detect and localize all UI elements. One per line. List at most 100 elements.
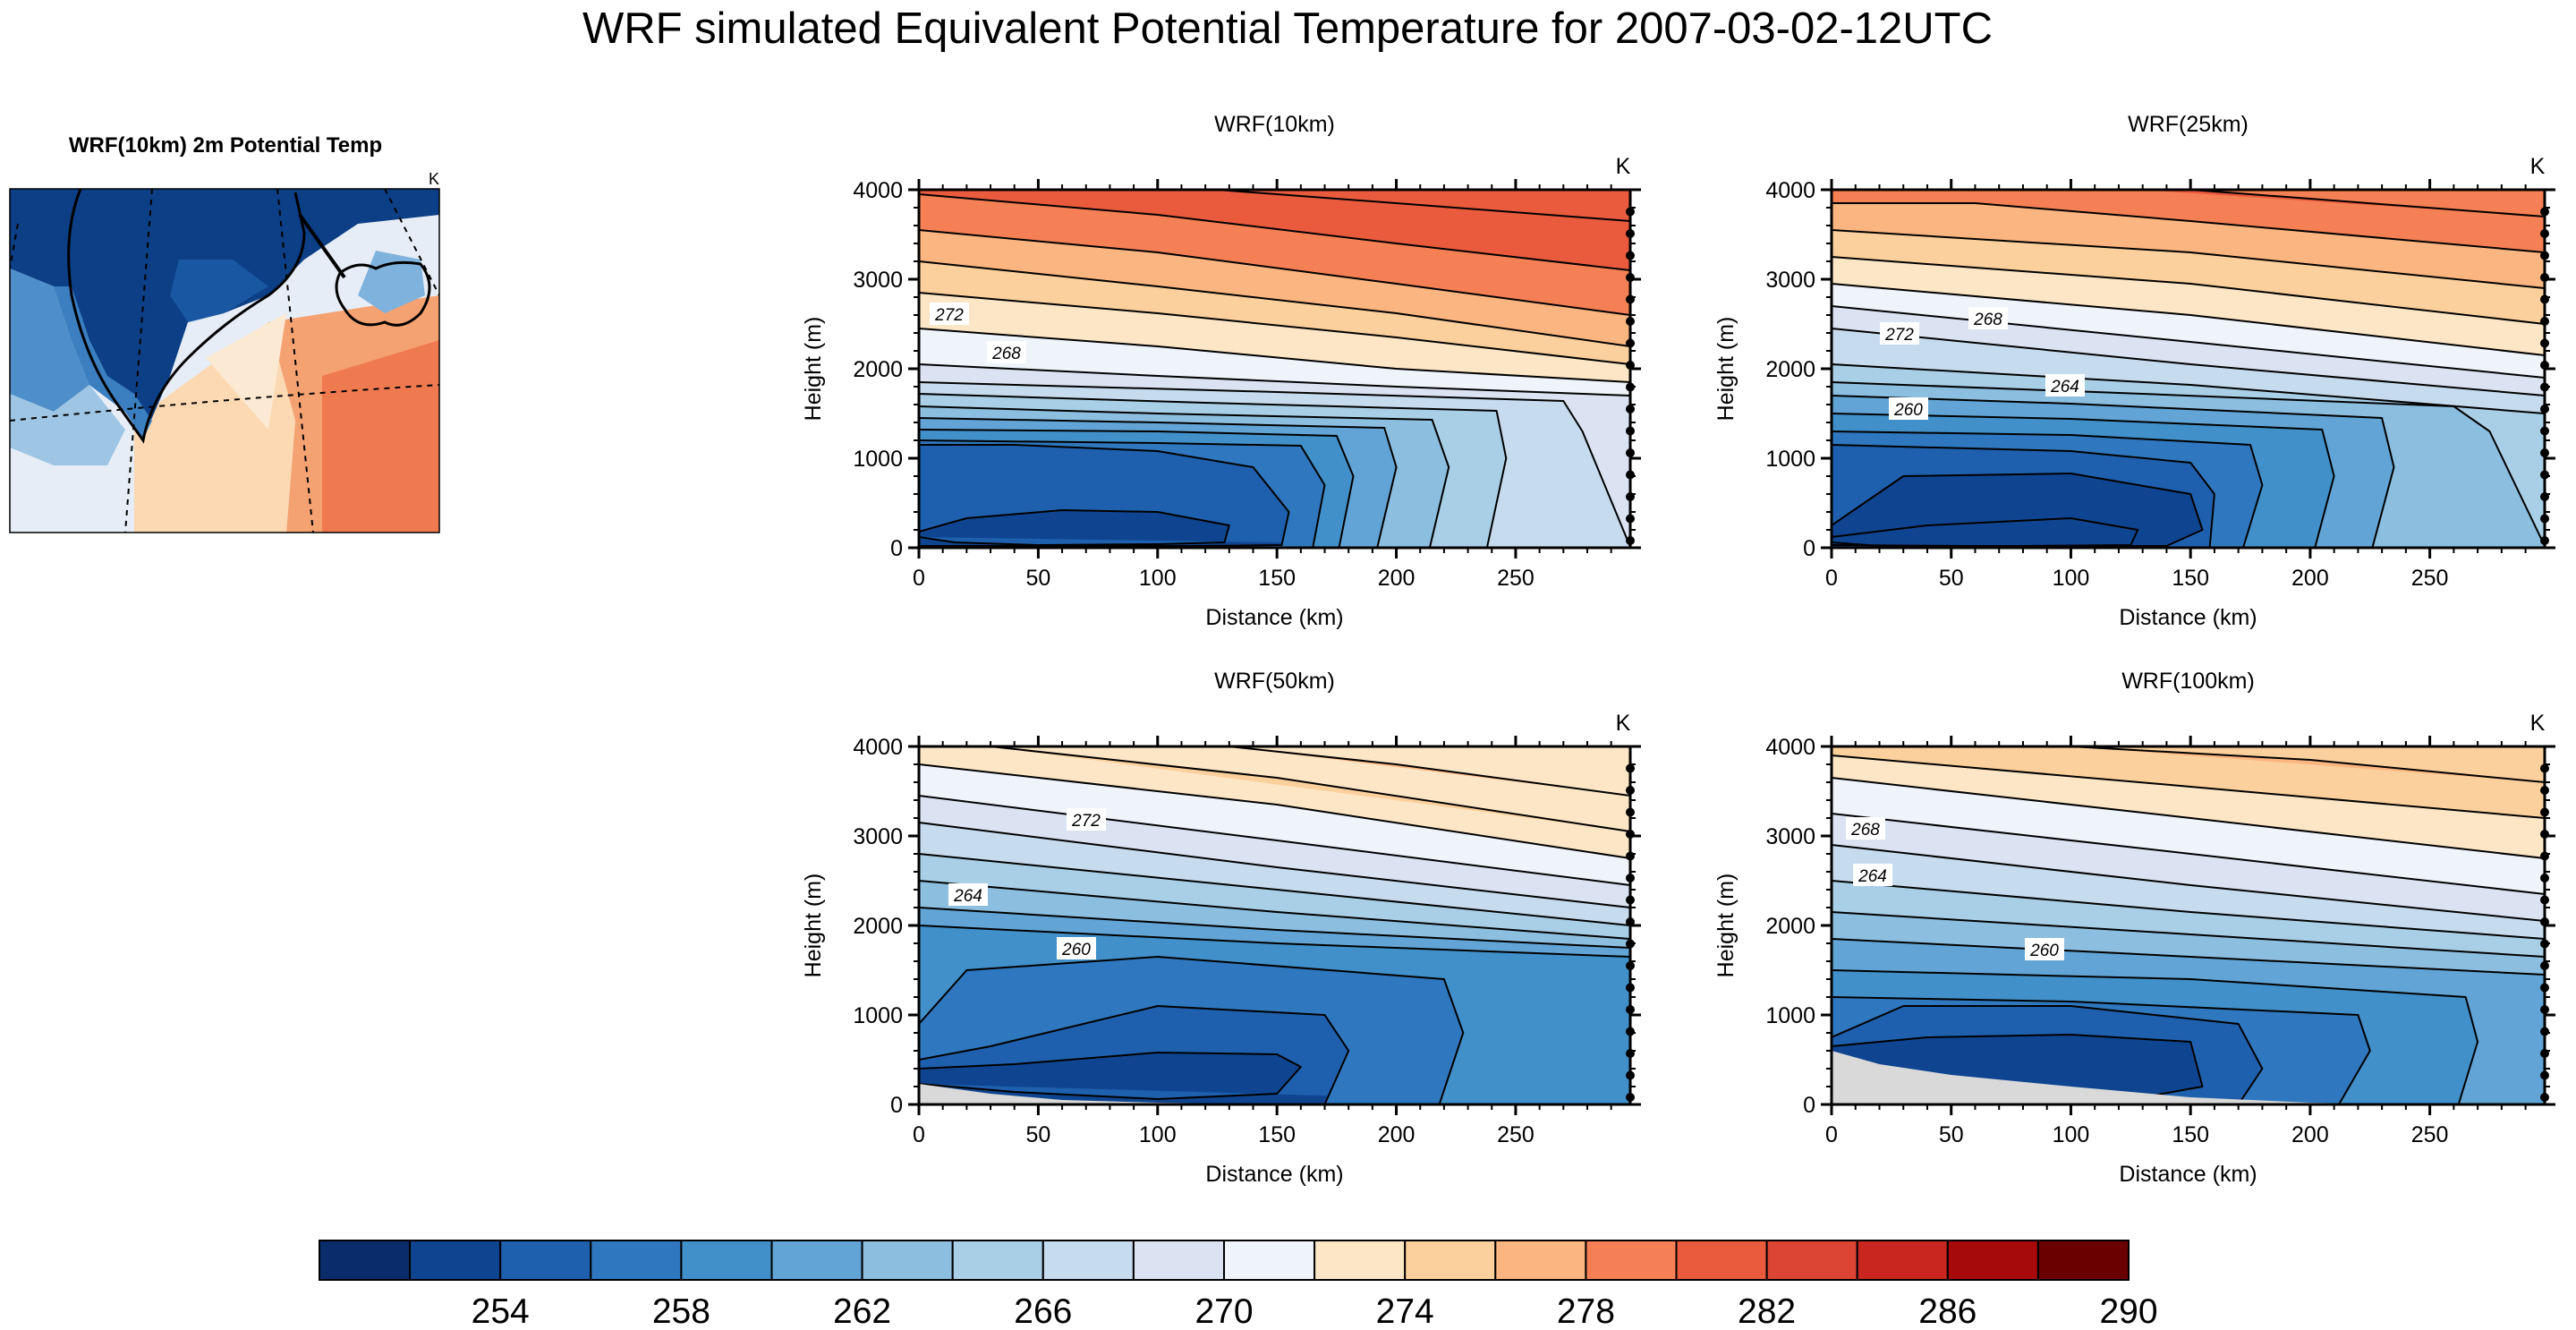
contour-line-276: [2070, 746, 2545, 783]
level-marker: [2540, 763, 2549, 773]
colorbar-box: [499, 1240, 592, 1281]
panel-1: 272 268 0 50 100 150 200 250 0 1000 2000 3000 4000 WR…: [801, 112, 1641, 630]
contour-line-276: [919, 260, 1630, 347]
level-marker: [2540, 317, 2549, 326]
level-marker: [1626, 1005, 1635, 1014]
colorbar-label: 274: [1376, 1292, 1434, 1330]
colorbar-label: 254: [472, 1292, 530, 1330]
colorbar-box: [1675, 1240, 1768, 1281]
y-tick-label: 1000: [1765, 1003, 1815, 1028]
level-marker: [1626, 448, 1635, 457]
level-marker: [2540, 514, 2549, 524]
level-marker: [1626, 1027, 1635, 1036]
map-unit: K: [429, 170, 439, 188]
contour-line-274: [919, 292, 1630, 365]
level-marker: [2540, 207, 2549, 217]
colorbar-box: [680, 1240, 773, 1281]
map-image: [10, 189, 439, 533]
terrain: [919, 1084, 1630, 1104]
level-marker: [1626, 763, 1635, 773]
contour-line-268: [1832, 844, 2545, 922]
level-marker: [1626, 536, 1635, 545]
contour-line-258: [1832, 996, 2371, 1104]
contour-line-270: [919, 363, 1630, 396]
contour-label: 272: [930, 303, 969, 325]
colorbar-label: 286: [1918, 1292, 1977, 1330]
contour-line-254: [919, 1052, 1302, 1100]
contour-line-274: [1832, 755, 2545, 819]
level-marker: [2540, 895, 2549, 905]
level-marker: [1626, 961, 1635, 970]
svg-text:260: 260: [2029, 942, 2059, 960]
contour-line-272: [1832, 283, 2545, 356]
x-tick-label: 250: [2411, 566, 2449, 591]
y-tick-label: 4000: [1765, 735, 1815, 760]
level-marker: [2540, 405, 2549, 413]
map-title: WRF(10km) 2m Potential Temp: [69, 133, 382, 158]
level-marker: [1626, 338, 1635, 348]
x-tick-label: 250: [1497, 566, 1535, 591]
x-tick-label: 200: [2291, 566, 2329, 591]
contour-label: 264: [2045, 374, 2085, 396]
level-marker: [2540, 961, 2549, 970]
contour-fill-270: [919, 746, 1630, 1104]
contour-line-268: [1832, 328, 2545, 396]
contour-line-268: [919, 822, 1630, 908]
y-axis-label: Height (m): [1713, 317, 1739, 422]
x-tick-label: 100: [1139, 1122, 1177, 1147]
contour-line-258: [919, 439, 1326, 548]
colorbar: 254 258 262 266 270 274 278 282 286 290: [319, 1240, 2158, 1330]
unit-label: K: [1616, 711, 1631, 736]
unit-label: K: [2530, 711, 2546, 736]
level-marker: [1626, 1093, 1635, 1102]
contour-label: 268: [987, 341, 1026, 363]
unit-label: K: [2530, 154, 2546, 179]
contour-fill-278: [1832, 190, 2545, 548]
x-tick-label: 50: [1939, 1122, 1964, 1147]
svg-text:260: 260: [1893, 401, 1923, 420]
level-marker: [2540, 1070, 2549, 1080]
unit-label: K: [1616, 154, 1631, 179]
y-tick-label: 2000: [1765, 914, 1815, 939]
contour-line-254: [919, 509, 1230, 546]
colorbar-box: [1856, 1240, 1949, 1281]
colorbar-label: 278: [1557, 1292, 1615, 1330]
contour-label: 260: [1889, 397, 1928, 420]
y-tick-label: 2000: [1765, 357, 1815, 382]
panel-4: 268 264 260 0 50 100 150 200 250 0 1000 2000 3000 400…: [1713, 669, 2555, 1187]
y-axis-label: Height (m): [1713, 874, 1739, 978]
colorbar-box: [1223, 1240, 1316, 1281]
contour-line-276: [1228, 746, 1630, 797]
x-tick-label: 0: [1825, 1122, 1838, 1147]
contour-line-280: [2166, 190, 2545, 217]
plot-area: 272 264 260: [919, 746, 1630, 1104]
svg-text:264: 264: [1858, 867, 1887, 886]
level-marker: [1626, 895, 1635, 905]
level-marker: [1626, 470, 1635, 480]
svg-text:264: 264: [953, 887, 982, 906]
level-marker: [2540, 1027, 2549, 1036]
colorbar-box: [2036, 1240, 2130, 1281]
svg-text:260: 260: [1061, 941, 1091, 959]
level-marker: [2540, 874, 2549, 882]
contour-line-256: [919, 1005, 1350, 1104]
contour-label: 272: [1067, 808, 1106, 831]
colorbar-label: 270: [1194, 1292, 1253, 1330]
panel-title: WRF(100km): [2121, 669, 2255, 694]
level-marker: [1626, 251, 1635, 260]
x-axis-label: Distance (km): [1205, 1162, 1343, 1187]
colorbar-label: 262: [833, 1292, 891, 1330]
contour-line-268: [919, 381, 1630, 548]
contour-label: 264: [948, 883, 988, 906]
x-axis-label: Distance (km): [2119, 1162, 2257, 1187]
contour-line-272: [1832, 777, 2545, 859]
level-marker: [2540, 1093, 2549, 1102]
contour-line-274: [1832, 256, 2545, 325]
y-tick-label: 0: [1803, 536, 1815, 561]
level-marker: [2540, 338, 2549, 348]
level-marker: [1626, 1070, 1635, 1080]
contour-label: 260: [1057, 937, 1096, 959]
plot-area: 272 268 264 260: [1832, 190, 2545, 548]
plot-area: 268 264 260: [1832, 746, 2545, 1104]
x-tick-label: 200: [2291, 1122, 2329, 1147]
